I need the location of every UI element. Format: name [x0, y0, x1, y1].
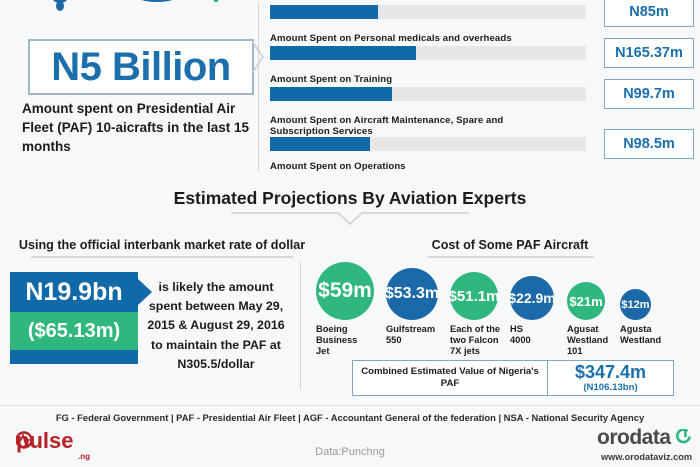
- rate-tag-blue-band: [10, 272, 138, 312]
- bar-row: Maintenance Prior to Release of Funds N8…: [270, 0, 694, 33]
- orodata-logo[interactable]: orodata www.orodataviz.com: [572, 427, 692, 463]
- bar-fill: [270, 87, 392, 101]
- aircraft-cost-value: $53.3m: [384, 285, 440, 302]
- headline-amount-box: N5 Billion: [28, 39, 254, 95]
- bar-track: [270, 87, 586, 101]
- combined-value-figures: $347.4m (N106.13bn): [548, 361, 673, 395]
- bar-value-box: N98.5m: [604, 129, 694, 159]
- bar-track: [270, 46, 586, 60]
- chevron-right-icon: [251, 40, 264, 74]
- aircraft-cost-bubble: $53.3m: [384, 268, 440, 320]
- aircraft-panel-rule: [428, 256, 594, 258]
- bar-row: Amount Spent on Aircraft Maintenance, Sp…: [270, 115, 694, 161]
- rate-panel-heading: Using the official interbank market rate…: [18, 238, 306, 252]
- aircraft-cost-value: $21m: [569, 293, 603, 309]
- aircraft-name-label: Boeing Business Jet: [316, 324, 358, 356]
- aircraft-cost-circles: $59m Boeing Business Jet $53.3m Gulfstream …: [316, 262, 690, 362]
- bar-fill: [270, 5, 378, 19]
- rate-amount-naira: N19.9bn: [25, 277, 123, 306]
- aircraft-cost-item: $21m Agusat Westland 101: [567, 282, 608, 356]
- bar-row: Amount Spent on Personal medicals and ov…: [270, 33, 694, 74]
- bar-value-box: N85m: [604, 0, 694, 27]
- headline-caption: Amount spent on Presidential Air Fleet (…: [22, 101, 250, 155]
- aircraft-cost-bubble: $21m: [567, 282, 605, 320]
- aircraft-cost-value: $12m: [621, 298, 650, 311]
- rate-amount-dollar: ($65.13m): [27, 319, 121, 342]
- pulse-logo-tld: .ng: [78, 452, 90, 461]
- data-source: Data:Punchng: [315, 446, 385, 458]
- rate-tag-green-band: [10, 312, 138, 350]
- orodata-url: www.orodataviz.com: [600, 452, 692, 462]
- aircraft-cost-bubble: $59m: [316, 262, 374, 320]
- bar-label: Amount Spent on Training: [270, 74, 393, 85]
- orodata-ring-icon: [675, 428, 691, 444]
- bar-fill: [270, 46, 416, 60]
- orodata-wordmark: orodata: [597, 426, 671, 449]
- bar-track: [270, 5, 586, 19]
- bar-label: Amount Spent on Personal medicals and ov…: [270, 33, 512, 44]
- vertical-divider-bottom: [300, 262, 301, 390]
- aircraft-cost-item: $53.3m Gulfstream 550: [384, 268, 440, 345]
- aircraft-panel-heading: Cost of Some PAF Aircraft: [431, 238, 589, 252]
- aircraft-cost-value: $22.9m: [508, 290, 556, 306]
- aircraft-cost-bubble: $12m: [620, 289, 651, 320]
- aircraft-icons-row: [52, 0, 252, 14]
- rate-tag: N19.9bn ($65.13m): [10, 272, 152, 372]
- aircraft-cost-item: $59m Boeing Business Jet: [316, 262, 374, 356]
- aircraft-cost-bubble: $51.1m: [448, 272, 500, 320]
- rate-tag-arrow: [138, 279, 152, 305]
- aircraft-icon-group: [53, 0, 218, 11]
- bar-value-box: N165.37m: [604, 38, 694, 68]
- bar-value-box: N99.7m: [604, 79, 694, 109]
- combined-value-naira: (N106.13bn): [583, 382, 638, 393]
- bar-track: [270, 137, 586, 151]
- pulse-logo[interactable]: pulse .ng: [15, 428, 116, 462]
- footer-divider: [0, 405, 700, 406]
- aircraft-name-label: Gulfstream 550: [386, 324, 436, 345]
- aircraft-name-label: Each of the two Falcon 7X jets: [450, 324, 501, 356]
- chevron-down-icon: [336, 212, 364, 225]
- aircraft-cost-item: $22.9m HS 4000: [508, 276, 556, 345]
- bar-label-above: Maintenance Prior to Release of Funds: [270, 0, 451, 3]
- aircraft-name-label: Agusta Westland: [620, 324, 662, 345]
- bar-value: N85m: [629, 4, 669, 20]
- section-title: Estimated Projections By Aviation Expert…: [173, 188, 527, 208]
- aircraft-cost-value: $59m: [318, 279, 372, 302]
- combined-value-label: Combined Estimated Value of Nigeria's PA…: [353, 361, 549, 395]
- spending-bar-chart: Maintenance Prior to Release of Funds N8…: [270, 0, 694, 177]
- abbreviation-legend: FG - Federal Government | PAF - Presiden…: [55, 412, 645, 423]
- bar-label: Amount Spent on Operations: [270, 161, 406, 172]
- bar-value: N99.7m: [623, 86, 675, 102]
- rate-panel-rule: [31, 256, 293, 258]
- vertical-divider-top: [258, 2, 259, 172]
- bar-value: N165.37m: [615, 45, 683, 61]
- bar-row: Amount Spent on Training N99.7m: [270, 74, 694, 115]
- aircraft-cost-item: $51.1m Each of the two Falcon 7X jets: [448, 272, 500, 356]
- rate-panel-body: is likely the amount spent between May 2…: [147, 280, 285, 371]
- aircraft-cost-bubble: $22.9m: [508, 276, 556, 320]
- rate-tag-blue-foot: [10, 350, 138, 364]
- headline-amount: N5 Billion: [51, 45, 231, 89]
- bar-value: N98.5m: [623, 136, 675, 152]
- bar-row: Amount Spent on Operations: [270, 161, 694, 177]
- combined-value-box: Combined Estimated Value of Nigeria's PA…: [352, 360, 674, 396]
- bar-label: Amount Spent on Aircraft Maintenance, Sp…: [270, 115, 504, 138]
- aircraft-cost-value: $51.1m: [448, 287, 500, 305]
- aircraft-cost-item: $12m Agusta Westland: [620, 289, 661, 345]
- pulse-logo-icon: pulse .ng: [15, 428, 90, 461]
- bar-fill: [270, 137, 370, 151]
- aircraft-name-label: Agusat Westland 101: [567, 324, 609, 356]
- aircraft-name-label: HS 4000: [510, 324, 531, 345]
- combined-value-usd: $347.4m: [575, 362, 647, 382]
